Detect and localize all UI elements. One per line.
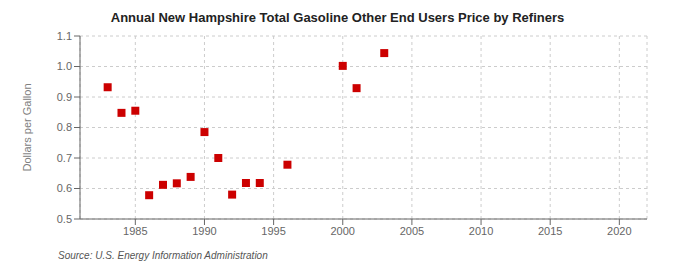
html-text:Source: U.S. Energy Informatio: Source: U.S. Energy Information Administ… (58, 250, 268, 261)
svg-text:1.0: 1.0 (57, 60, 72, 72)
svg-text:2010: 2010 (469, 225, 493, 237)
svg-text:2015: 2015 (538, 225, 562, 237)
svg-text:1990: 1990 (192, 225, 216, 237)
svg-text:1.1: 1.1 (57, 30, 72, 42)
svg-text:1985: 1985 (123, 225, 147, 237)
svg-text:0.5: 0.5 (57, 213, 72, 225)
svg-text:0.9: 0.9 (57, 91, 72, 103)
svg-text:2000: 2000 (331, 225, 355, 237)
svg-text:0.6: 0.6 (57, 182, 72, 194)
svg-text:0.7: 0.7 (57, 152, 72, 164)
svg-text:1995: 1995 (261, 225, 285, 237)
svg-text:2005: 2005 (400, 225, 424, 237)
svg-text:0.8: 0.8 (57, 121, 72, 133)
svg-text:2020: 2020 (607, 225, 631, 237)
svg-text:Dollars per Gallon: Dollars per Gallon (21, 83, 33, 171)
html-text:Annual New Hampshire Total Gas: Annual New Hampshire Total Gasoline Othe… (110, 10, 565, 25)
